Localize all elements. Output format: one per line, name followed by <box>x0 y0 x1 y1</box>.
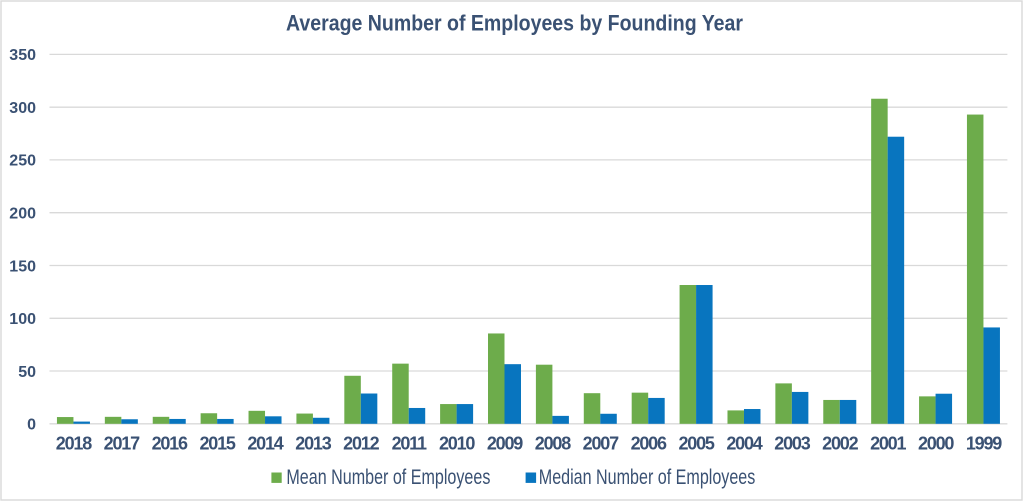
svg-text:2009: 2009 <box>487 434 523 454</box>
svg-text:2015: 2015 <box>199 434 235 454</box>
svg-text:2005: 2005 <box>678 434 714 454</box>
svg-text:2003: 2003 <box>774 434 810 454</box>
svg-text:2004: 2004 <box>726 434 762 454</box>
svg-text:2013: 2013 <box>295 434 331 454</box>
svg-text:50: 50 <box>18 364 36 381</box>
svg-text:2008: 2008 <box>535 434 571 454</box>
svg-text:2002: 2002 <box>822 434 858 454</box>
svg-text:250: 250 <box>9 153 36 170</box>
svg-text:2006: 2006 <box>631 434 667 454</box>
svg-text:Median Number of Employees: Median Number of Employees <box>539 466 756 489</box>
svg-text:150: 150 <box>9 258 36 275</box>
svg-text:200: 200 <box>9 206 36 223</box>
svg-text:0: 0 <box>27 417 36 434</box>
svg-text:1999: 1999 <box>966 434 1002 454</box>
svg-text:2017: 2017 <box>104 434 140 454</box>
svg-text:2018: 2018 <box>56 434 92 454</box>
svg-text:2011: 2011 <box>392 434 427 454</box>
svg-text:2016: 2016 <box>152 434 188 454</box>
svg-text:300: 300 <box>9 100 36 117</box>
svg-text:2001: 2001 <box>870 434 906 454</box>
svg-text:2010: 2010 <box>439 434 475 454</box>
svg-text:2014: 2014 <box>247 434 283 454</box>
svg-text:100: 100 <box>9 311 36 328</box>
svg-text:350: 350 <box>9 47 36 64</box>
svg-text:Average Number of Employees by: Average Number of Employees by Founding … <box>286 11 743 36</box>
svg-text:2012: 2012 <box>343 434 379 454</box>
svg-text:2007: 2007 <box>583 434 619 454</box>
svg-text:2000: 2000 <box>918 434 954 454</box>
svg-text:Mean Number of Employees: Mean Number of Employees <box>286 466 490 489</box>
